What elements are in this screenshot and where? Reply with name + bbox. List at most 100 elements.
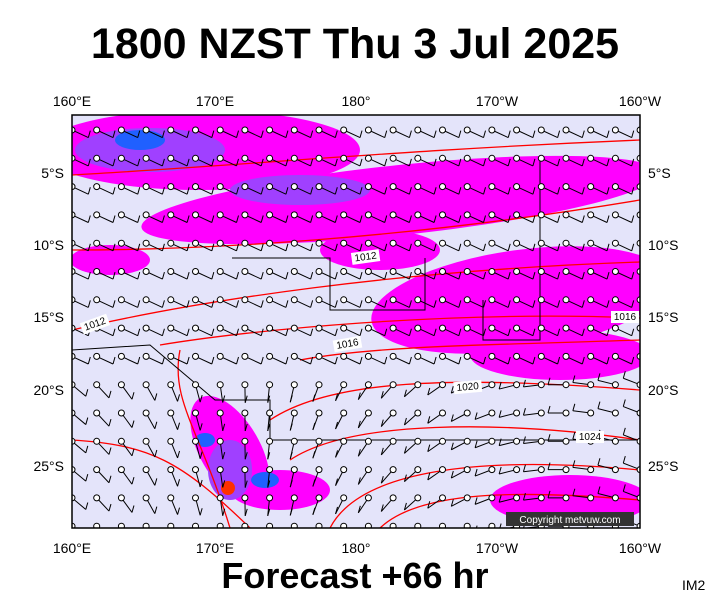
- wind-barb-tick: [357, 505, 361, 513]
- wind-barb-tick: [186, 328, 190, 336]
- wind-barb-tick: [268, 537, 270, 544]
- wind-station: [167, 466, 175, 474]
- wind-barb-tick: [532, 328, 536, 336]
- wind-station: [513, 324, 521, 332]
- wind-barb-tick: [132, 534, 134, 541]
- wind-station: [364, 522, 372, 528]
- wind-barb-tick: [211, 328, 215, 336]
- wind-barb-tick: [260, 356, 264, 365]
- wind-barb-tick: [532, 187, 536, 195]
- wind-barb-tick: [631, 215, 635, 223]
- wind-station: [142, 437, 150, 445]
- wind-station: [340, 324, 348, 332]
- wind-station: [611, 494, 619, 502]
- wind-barb-tick: [384, 215, 388, 223]
- wind-station: [93, 352, 101, 360]
- wind-barb-tick: [522, 464, 526, 472]
- wind-barb-tick: [572, 431, 576, 440]
- wind-barb-tick: [267, 452, 271, 460]
- wind-station: [463, 154, 471, 162]
- wind-barb-tick: [380, 391, 384, 399]
- wind-station: [216, 522, 224, 528]
- wind-barb-tick: [483, 215, 486, 223]
- wind-barb-tick: [177, 479, 181, 487]
- wind-station: [290, 126, 298, 134]
- wind-barb-tick: [131, 505, 135, 513]
- wind-barb-tick: [631, 356, 635, 365]
- wind-barb-tick: [161, 130, 165, 138]
- wind-station: [167, 409, 175, 417]
- wind-station: [537, 296, 545, 304]
- wind-barb-tick: [131, 448, 135, 456]
- wind-barb-tick: [112, 271, 116, 280]
- wind-barb-tick: [547, 462, 551, 470]
- wind-barb-tick: [108, 447, 112, 455]
- wind-station: [241, 126, 249, 134]
- wind-station: [266, 126, 274, 134]
- wind-barb-tick: [450, 386, 454, 394]
- wind-barb-tick: [581, 300, 585, 308]
- wind-barb-tick: [597, 373, 601, 381]
- wind-barb-tick: [475, 525, 478, 528]
- wind-station: [562, 494, 570, 502]
- wind-barb-tick: [186, 215, 190, 223]
- wind-barb-tick: [427, 387, 431, 396]
- wind-station: [117, 466, 125, 474]
- wind-barb-tick: [199, 451, 203, 459]
- wind-barb-tick: [557, 271, 561, 280]
- wind-station: [290, 211, 298, 219]
- wind-barb-tick: [359, 271, 363, 280]
- wind-station: [513, 352, 521, 360]
- wind-barb-tick: [427, 501, 431, 509]
- wind-station: [364, 154, 372, 162]
- wind-station: [266, 154, 274, 162]
- wind-station: [562, 239, 570, 247]
- wind-station: [117, 381, 125, 389]
- wind-barb-tick: [154, 449, 158, 458]
- wind-station: [216, 494, 224, 502]
- wind-barb-tick: [403, 389, 407, 397]
- wind-station: [439, 381, 446, 389]
- wind-station: [142, 352, 150, 360]
- wind-barb-tick: [572, 375, 576, 383]
- wind-barb-tick: [433, 271, 437, 280]
- wind-station: [611, 324, 619, 332]
- wind-station: [364, 352, 372, 360]
- wind-station: [439, 466, 446, 474]
- wind-barb-tick: [458, 158, 462, 167]
- wind-barb-tick: [547, 405, 551, 414]
- wind-station: [290, 154, 298, 162]
- wind-barb-tick: [335, 393, 339, 401]
- wind-barb-tick: [359, 300, 363, 308]
- wind-barb-tick: [498, 438, 502, 446]
- wind-barb-tick: [236, 300, 239, 308]
- wind-station: [611, 381, 619, 389]
- wind-barb-tick: [458, 187, 462, 195]
- intense-rain: [115, 130, 279, 495]
- wind-station: [315, 522, 323, 528]
- wind-station: [216, 183, 224, 191]
- wind-station: [216, 211, 224, 219]
- wind-barb-tick: [85, 389, 89, 397]
- wind-barb-tick: [474, 468, 478, 477]
- wind-barb-tick: [381, 533, 383, 540]
- wind-station: [117, 324, 125, 332]
- wind-station: [537, 211, 545, 219]
- wind-station: [340, 494, 348, 502]
- wind-station: [340, 437, 348, 445]
- wind-barb-tick: [267, 395, 271, 403]
- wind-station: [290, 494, 298, 502]
- wind-station: [167, 126, 175, 134]
- wind-barb-tick: [380, 504, 384, 512]
- lat-label-right: 25°S: [648, 458, 679, 474]
- wind-station: [93, 381, 101, 389]
- wind-station: [537, 154, 545, 162]
- wind-barb-tick: [211, 356, 215, 365]
- wind-barb-tick: [483, 300, 486, 308]
- wind-station: [340, 409, 348, 417]
- wind-barb-tick: [483, 271, 486, 280]
- wind-barb-tick: [606, 243, 610, 251]
- wind-station: [587, 211, 595, 219]
- wind-station: [414, 381, 422, 389]
- wind-barb-tick: [334, 356, 338, 365]
